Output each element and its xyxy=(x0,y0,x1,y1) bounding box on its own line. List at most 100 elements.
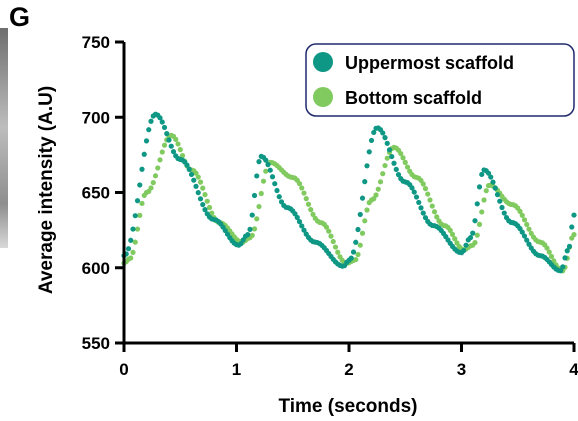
legend-marker-uppermost xyxy=(313,52,333,72)
x-axis-label: Time (seconds) xyxy=(278,396,417,417)
x-tick-label: 3 xyxy=(457,360,466,379)
data-point xyxy=(301,227,307,233)
data-point xyxy=(357,242,363,248)
data-point xyxy=(474,232,480,238)
data-point xyxy=(175,141,181,147)
data-point xyxy=(521,233,528,239)
data-point xyxy=(474,201,480,207)
data-point xyxy=(134,198,141,204)
data-point xyxy=(571,232,577,238)
data-point xyxy=(377,179,384,185)
data-point xyxy=(398,150,404,157)
data-point xyxy=(359,230,366,236)
series-uppermost xyxy=(121,111,577,274)
data-point xyxy=(449,231,456,237)
data-point xyxy=(197,196,204,202)
data-point xyxy=(384,155,390,161)
data-point xyxy=(159,149,165,155)
data-point xyxy=(501,210,507,216)
data-point xyxy=(269,174,276,180)
data-point xyxy=(134,226,141,232)
data-point xyxy=(177,147,183,153)
data-point xyxy=(479,209,485,215)
x-tick-label: 4 xyxy=(569,360,578,379)
data-point xyxy=(276,194,282,200)
data-point xyxy=(328,233,334,239)
data-point xyxy=(371,129,377,136)
data-point xyxy=(560,264,566,270)
data-point xyxy=(197,179,204,185)
series-bottom xyxy=(121,132,577,274)
data-point xyxy=(557,268,564,274)
data-point xyxy=(137,182,143,188)
data-point xyxy=(141,151,147,157)
data-point xyxy=(490,179,496,185)
data-point xyxy=(186,166,192,172)
data-point xyxy=(521,217,528,223)
data-point xyxy=(148,185,154,191)
data-point xyxy=(546,249,552,255)
data-point xyxy=(524,237,530,243)
data-point xyxy=(274,187,280,194)
data-point xyxy=(263,168,269,174)
data-point xyxy=(254,216,260,222)
legend-label-uppermost: Uppermost scaffold xyxy=(345,53,514,73)
data-point xyxy=(128,237,134,243)
data-point xyxy=(483,188,489,194)
data-point xyxy=(425,191,431,197)
data-point xyxy=(548,253,555,260)
data-point xyxy=(362,218,368,224)
data-point xyxy=(418,205,424,211)
data-point xyxy=(195,190,201,196)
data-point xyxy=(150,180,156,186)
data-point xyxy=(420,181,426,187)
data-point xyxy=(481,197,487,203)
data-point xyxy=(310,211,316,218)
data-point xyxy=(355,251,361,258)
data-point xyxy=(371,196,377,202)
data-point xyxy=(188,171,195,178)
y-tick-label: 650 xyxy=(82,184,110,203)
data-point xyxy=(326,228,332,234)
data-point xyxy=(380,130,386,136)
data-point xyxy=(137,212,143,218)
legend-marker-bottom xyxy=(313,87,333,107)
data-point xyxy=(170,149,177,155)
data-point xyxy=(517,208,523,214)
data-point xyxy=(373,192,379,198)
data-point xyxy=(202,192,208,198)
data-point xyxy=(429,203,435,209)
data-point xyxy=(409,185,415,191)
data-point xyxy=(519,229,525,235)
data-point xyxy=(494,192,501,198)
x-tick-label: 1 xyxy=(232,360,241,379)
data-point xyxy=(461,247,467,254)
data-point xyxy=(485,170,492,176)
data-point xyxy=(139,166,145,172)
data-point xyxy=(350,249,357,255)
data-point xyxy=(359,195,366,201)
data-point xyxy=(263,157,269,163)
legend: Uppermost scaffold Bottom scaffold xyxy=(305,43,575,117)
data-point xyxy=(447,227,453,233)
data-point xyxy=(296,219,303,225)
data-point xyxy=(519,212,525,218)
panel-letter: G xyxy=(9,2,31,32)
data-point xyxy=(299,223,305,229)
data-point xyxy=(296,180,303,187)
data-point xyxy=(254,173,260,179)
data-point xyxy=(526,226,532,232)
data-point xyxy=(132,213,138,219)
data-point xyxy=(524,221,530,228)
data-point xyxy=(348,255,354,261)
y-tick-label: 600 xyxy=(82,259,110,278)
data-point xyxy=(303,196,309,202)
data-point xyxy=(191,177,197,183)
data-point xyxy=(128,255,134,261)
data-point xyxy=(422,186,429,192)
data-point xyxy=(330,238,336,245)
legend-label-bottom: Bottom scaffold xyxy=(345,88,482,108)
data-point xyxy=(157,157,163,163)
data-point xyxy=(571,212,577,218)
data-point xyxy=(357,211,363,218)
